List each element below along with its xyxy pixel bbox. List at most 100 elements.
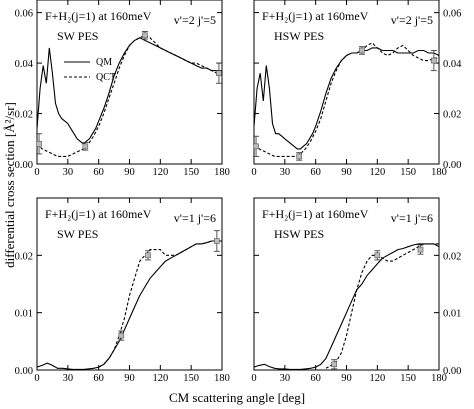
error-bar bbox=[296, 152, 303, 161]
x-tick-label: 180 bbox=[431, 373, 447, 384]
data-point-marker bbox=[359, 47, 365, 54]
x-tick-label: 30 bbox=[63, 373, 74, 384]
legend-qm-label: QM bbox=[96, 57, 112, 68]
series-qm-line bbox=[254, 47, 439, 150]
x-tick-label: 90 bbox=[341, 373, 352, 384]
y-tick-label: 0.06 bbox=[15, 9, 33, 20]
panel-bottom-left: 0 30 60 90 120 150 180 0.00 0.01 0.02 F+H₂(j=1) at… bbox=[15, 197, 230, 384]
series-qm-line bbox=[254, 243, 439, 370]
y-tick-label: 0.02 bbox=[443, 110, 461, 121]
error-bar bbox=[417, 244, 424, 255]
data-point-marker bbox=[216, 70, 222, 76]
reaction-label: F+H₂(j=1) at 160meV bbox=[45, 9, 152, 23]
y-tick-label: 0.00 bbox=[443, 366, 461, 377]
x-tick-label: 150 bbox=[183, 373, 199, 384]
state-label: v'=1 j'=6 bbox=[391, 211, 433, 225]
y-tick-label: 0.01 bbox=[15, 309, 33, 320]
series-qct-line bbox=[37, 34, 222, 157]
pes-label: HSW PES bbox=[274, 29, 324, 43]
y-tick-label: 0.00 bbox=[15, 160, 33, 171]
x-tick-label: 90 bbox=[124, 373, 135, 384]
x-tick-label: 150 bbox=[400, 373, 416, 384]
x-tick-label: 60 bbox=[93, 167, 104, 178]
x-tick-label: 150 bbox=[400, 167, 416, 178]
panel-top-left: 0 30 60 90 120 150 180 0.00 0.02 0.04 0.06 F+H₂(j=1… bbox=[15, 0, 230, 178]
x-tick-label: 120 bbox=[152, 167, 168, 178]
pes-label: HSW PES bbox=[274, 227, 324, 241]
error-bar bbox=[374, 250, 381, 261]
y-tick-label: 0.02 bbox=[443, 251, 461, 262]
state-label: v'=1 j'=6 bbox=[174, 211, 216, 225]
error-bar bbox=[215, 62, 222, 84]
series-qm-line bbox=[37, 240, 222, 370]
x-tick-label: 180 bbox=[214, 167, 230, 178]
error-bar bbox=[430, 50, 437, 72]
error-bar bbox=[253, 135, 260, 157]
x-tick-label: 30 bbox=[280, 167, 291, 178]
reaction-label: F+H₂(j=1) at 160meV bbox=[45, 207, 152, 221]
x-tick-label: 60 bbox=[93, 373, 104, 384]
legend-qct-label: QCT bbox=[96, 72, 116, 83]
error-bar bbox=[141, 31, 148, 40]
data-point-marker bbox=[253, 143, 259, 150]
error-bar bbox=[145, 250, 151, 261]
pes-label: SW PES bbox=[57, 29, 98, 43]
data-point-marker bbox=[331, 361, 337, 368]
pes-label: SW PES bbox=[57, 227, 98, 241]
y-tick-label: 0.04 bbox=[443, 59, 462, 70]
state-label: v'=2 j'=5 bbox=[174, 13, 216, 27]
data-point-marker bbox=[36, 141, 42, 147]
data-point-marker bbox=[142, 32, 148, 39]
data-point-marker bbox=[431, 57, 437, 64]
x-tick-label: 0 bbox=[34, 373, 39, 384]
y-axis-title: differential cross section [Å²/sr] bbox=[2, 102, 17, 268]
x-tick-label: 180 bbox=[214, 373, 230, 384]
x-tick-label: 0 bbox=[251, 167, 256, 178]
x-tick-label: 120 bbox=[152, 373, 168, 384]
y-tick-label: 0.04 bbox=[15, 59, 34, 70]
x-tick-label: 30 bbox=[280, 373, 291, 384]
x-tick-label: 60 bbox=[310, 373, 321, 384]
error-bar bbox=[118, 330, 125, 341]
x-tick-label: 150 bbox=[183, 167, 199, 178]
y-tick-label: 0.01 bbox=[443, 309, 461, 320]
x-tick-label: 90 bbox=[124, 167, 135, 178]
data-point-marker bbox=[374, 252, 381, 259]
y-tick-label: 0.02 bbox=[15, 251, 33, 262]
y-tick-label: 0.06 bbox=[443, 9, 461, 20]
x-tick-label: 60 bbox=[310, 167, 321, 178]
series-qct-line bbox=[254, 42, 439, 157]
data-point-marker bbox=[82, 143, 89, 150]
x-tick-label: 180 bbox=[431, 167, 447, 178]
x-tick-label: 120 bbox=[369, 167, 385, 178]
series-qm-line bbox=[37, 37, 222, 145]
x-tick-label: 30 bbox=[63, 167, 74, 178]
data-point-marker bbox=[417, 246, 424, 253]
y-tick-label: 0.02 bbox=[15, 110, 33, 121]
error-bar bbox=[82, 142, 89, 151]
state-label: v'=2 j'=5 bbox=[391, 13, 433, 27]
x-tick-label: 0 bbox=[34, 167, 39, 178]
data-point-marker bbox=[214, 238, 220, 244]
data-point-marker bbox=[118, 332, 125, 339]
data-point-marker bbox=[296, 153, 303, 160]
reaction-label: F+H₂(j=1) at 160meV bbox=[262, 207, 369, 221]
x-tick-label: 0 bbox=[251, 373, 256, 384]
error-bar bbox=[331, 359, 338, 370]
y-tick-label: 0.00 bbox=[15, 366, 33, 377]
error-bar bbox=[358, 46, 365, 55]
data-point-marker bbox=[145, 252, 151, 259]
x-tick-label: 120 bbox=[369, 373, 385, 384]
reaction-label: F+H₂(j=1) at 160meV bbox=[262, 9, 369, 23]
y-tick-label: 0.00 bbox=[443, 160, 461, 171]
series-qct-line bbox=[325, 243, 439, 369]
error-bar bbox=[36, 133, 43, 155]
series-qct-line bbox=[98, 240, 222, 368]
x-tick-label: 90 bbox=[341, 167, 352, 178]
legend: QM QCT bbox=[64, 57, 116, 83]
error-bar bbox=[213, 230, 220, 252]
